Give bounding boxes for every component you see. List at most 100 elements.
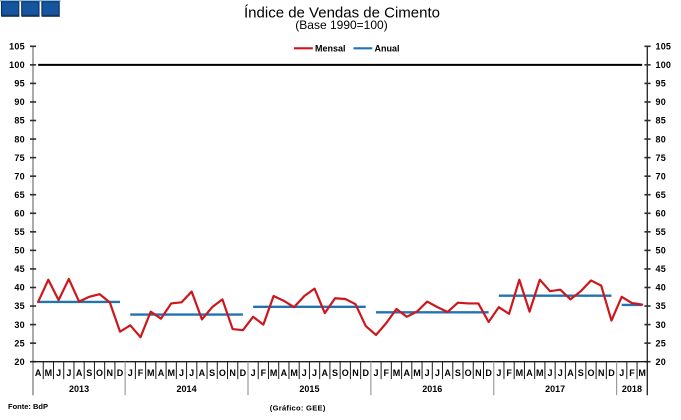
svg-text:A: A <box>76 368 83 378</box>
svg-text:S: S <box>86 368 92 378</box>
svg-text:60: 60 <box>14 208 24 218</box>
svg-text:Fonte: BdP: Fonte: BdP <box>8 402 48 411</box>
svg-text:J: J <box>435 368 440 378</box>
svg-text:N: N <box>229 368 236 378</box>
svg-text:70: 70 <box>14 171 24 181</box>
svg-text:J: J <box>558 368 563 378</box>
svg-text:A: A <box>526 368 533 378</box>
svg-text:J: J <box>66 368 71 378</box>
svg-text:J: J <box>619 368 624 378</box>
svg-text:J: J <box>179 368 184 378</box>
svg-text:O: O <box>219 368 226 378</box>
svg-text:O: O <box>465 368 472 378</box>
svg-text:A: A <box>158 368 165 378</box>
svg-text:20: 20 <box>14 357 24 367</box>
svg-text:S: S <box>332 368 338 378</box>
svg-text:M: M <box>638 368 646 378</box>
svg-text:(Gráfico: GEE): (Gráfico: GEE) <box>270 403 326 412</box>
svg-text:M: M <box>393 368 401 378</box>
svg-text:N: N <box>107 368 114 378</box>
svg-text:25: 25 <box>656 338 666 348</box>
svg-text:80: 80 <box>656 134 666 144</box>
svg-text:50: 50 <box>14 246 24 256</box>
svg-text:Mensal: Mensal <box>315 44 346 54</box>
svg-text:50: 50 <box>656 246 666 256</box>
svg-text:2017: 2017 <box>545 384 565 394</box>
svg-text:105: 105 <box>9 42 25 52</box>
svg-text:40: 40 <box>14 283 24 293</box>
svg-text:O: O <box>342 368 349 378</box>
svg-text:35: 35 <box>14 301 24 311</box>
svg-text:A: A <box>322 368 329 378</box>
svg-text:2014: 2014 <box>177 384 197 394</box>
svg-text:M: M <box>45 368 53 378</box>
svg-text:F: F <box>629 368 635 378</box>
svg-text:45: 45 <box>14 264 24 274</box>
svg-text:100: 100 <box>656 60 672 70</box>
svg-text:70: 70 <box>656 171 666 181</box>
svg-text:D: D <box>240 368 247 378</box>
svg-text:M: M <box>413 368 421 378</box>
svg-text:20: 20 <box>656 357 666 367</box>
svg-text:J: J <box>189 368 194 378</box>
svg-text:60: 60 <box>656 208 666 218</box>
svg-text:55: 55 <box>656 227 666 237</box>
svg-text:M: M <box>290 368 298 378</box>
svg-text:65: 65 <box>656 190 666 200</box>
svg-text:J: J <box>425 368 430 378</box>
svg-text:75: 75 <box>656 153 666 163</box>
svg-text:S: S <box>578 368 584 378</box>
svg-text:J: J <box>251 368 256 378</box>
svg-text:J: J <box>302 368 307 378</box>
svg-text:80: 80 <box>14 134 24 144</box>
svg-text:Anual: Anual <box>375 44 400 54</box>
svg-text:M: M <box>270 368 278 378</box>
svg-text:(Base 1990=100): (Base 1990=100) <box>295 18 387 32</box>
svg-text:A: A <box>281 368 288 378</box>
svg-text:J: J <box>312 368 317 378</box>
svg-text:F: F <box>138 368 144 378</box>
svg-text:25: 25 <box>14 338 24 348</box>
svg-text:J: J <box>373 368 378 378</box>
svg-text:D: D <box>117 368 124 378</box>
svg-text:S: S <box>455 368 461 378</box>
svg-text:J: J <box>548 368 553 378</box>
svg-text:100: 100 <box>9 60 25 70</box>
svg-text:J: J <box>496 368 501 378</box>
svg-text:N: N <box>598 368 605 378</box>
svg-text:A: A <box>199 368 206 378</box>
svg-text:M: M <box>516 368 524 378</box>
svg-text:85: 85 <box>656 116 666 126</box>
svg-text:F: F <box>383 368 389 378</box>
svg-text:65: 65 <box>14 190 24 200</box>
svg-text:A: A <box>403 368 410 378</box>
svg-text:A: A <box>567 368 574 378</box>
svg-text:M: M <box>167 368 175 378</box>
svg-text:S: S <box>209 368 215 378</box>
svg-text:2018: 2018 <box>622 384 642 394</box>
svg-text:F: F <box>506 368 512 378</box>
svg-text:35: 35 <box>656 301 666 311</box>
svg-text:M: M <box>147 368 155 378</box>
svg-text:30: 30 <box>14 320 24 330</box>
svg-text:J: J <box>56 368 61 378</box>
svg-text:J: J <box>128 368 133 378</box>
svg-text:95: 95 <box>656 79 666 89</box>
svg-text:F: F <box>261 368 267 378</box>
svg-text:D: D <box>363 368 370 378</box>
svg-text:D: D <box>485 368 492 378</box>
svg-text:105: 105 <box>656 42 672 52</box>
svg-text:85: 85 <box>14 116 24 126</box>
svg-text:2016: 2016 <box>422 384 442 394</box>
svg-text:A: A <box>35 368 42 378</box>
svg-text:75: 75 <box>14 153 24 163</box>
svg-text:95: 95 <box>14 79 24 89</box>
svg-text:45: 45 <box>656 264 666 274</box>
svg-text:A: A <box>444 368 451 378</box>
svg-text:M: M <box>536 368 544 378</box>
svg-text:2015: 2015 <box>299 384 319 394</box>
svg-text:D: D <box>608 368 615 378</box>
svg-text:30: 30 <box>656 320 666 330</box>
svg-text:90: 90 <box>656 97 666 107</box>
svg-text:55: 55 <box>14 227 24 237</box>
